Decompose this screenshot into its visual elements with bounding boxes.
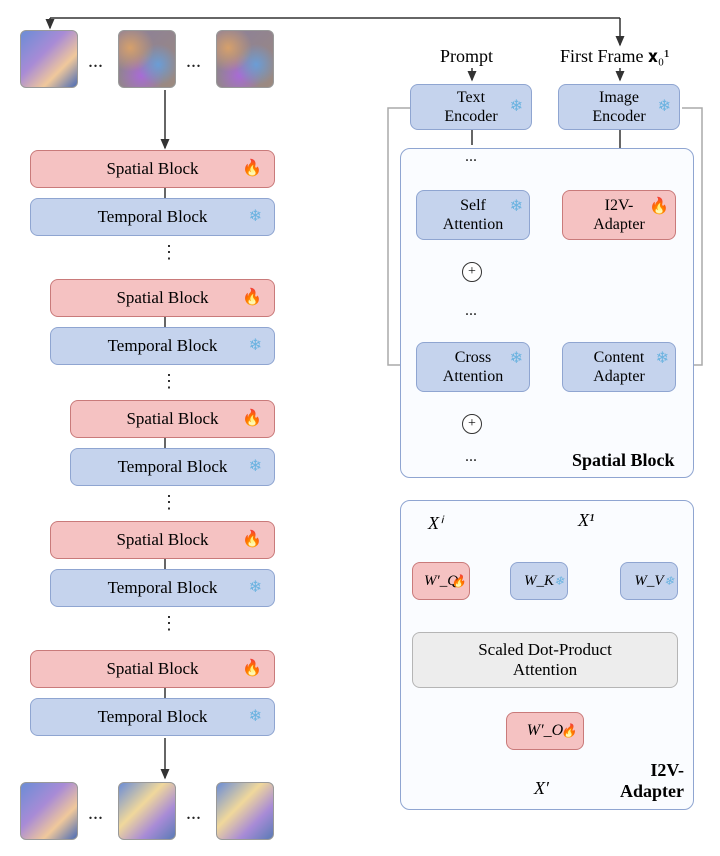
fire-icon: 🔥 [242, 409, 262, 428]
content-adapter: Content Adapter ❄ [562, 342, 676, 392]
fire-icon: 🔥 [242, 530, 262, 549]
fire-icon: 🔥 [242, 288, 262, 307]
temporal-block: Temporal Block ❄ [30, 698, 275, 736]
add-op: + [462, 262, 482, 282]
snowflake-icon: ❄ [249, 207, 262, 226]
input-frame-noisy-1 [118, 30, 176, 88]
spatial-block: Spatial Block 🔥 [50, 521, 275, 559]
x-out-label: X′ [534, 778, 549, 799]
output-frame-2 [118, 782, 176, 840]
fire-icon: 🔥 [242, 659, 262, 678]
wo-label: W′_O [527, 721, 563, 740]
text-encoder: Text Encoder ❄ [410, 84, 532, 130]
snowflake-icon: ❄ [249, 578, 262, 597]
wv-box: W_V ❄ [620, 562, 678, 600]
cross-attention-label: Cross Attention [443, 348, 503, 386]
image-encoder-label: Image Encoder [592, 88, 645, 126]
snowflake-icon: ❄ [249, 457, 262, 476]
block-label: Temporal Block [118, 457, 228, 477]
block-label: Temporal Block [108, 578, 218, 598]
wv-label: W_V [634, 572, 663, 590]
i2v-adapter-label: I2V- Adapter [593, 196, 645, 234]
block-label: Spatial Block [106, 159, 198, 179]
ellipsis: ... [465, 448, 477, 466]
output-frame-1 [20, 782, 78, 840]
ellipsis: ... [88, 50, 103, 73]
cross-attention: Cross Attention ❄ [416, 342, 530, 392]
vertical-ellipsis: ⋮ [160, 500, 178, 504]
add-op: + [462, 414, 482, 434]
self-attention: Self Attention ❄ [416, 190, 530, 240]
ellipsis: ... [186, 802, 201, 825]
temporal-block: Temporal Block ❄ [50, 569, 275, 607]
block-label: Spatial Block [126, 409, 218, 429]
text-encoder-label: Text Encoder [444, 88, 497, 126]
wk-box: W_K ❄ [510, 562, 568, 600]
block-label: Temporal Block [98, 707, 208, 727]
snowflake-icon: ❄ [658, 97, 671, 116]
spatial-block-title: Spatial Block [572, 450, 675, 471]
wq-box: W′_Q 🔥 [412, 562, 470, 600]
snowflake-icon: ❄ [664, 574, 674, 588]
snowflake-icon: ❄ [510, 197, 523, 216]
input-frame-noisy-2 [216, 30, 274, 88]
snowflake-icon: ❄ [656, 349, 669, 368]
fire-icon: 🔥 [451, 574, 466, 588]
i2v-adapter-box: I2V- Adapter 🔥 [562, 190, 676, 240]
spatial-block: Spatial Block 🔥 [50, 279, 275, 317]
wk-label: W_K [524, 572, 554, 590]
snowflake-icon: ❄ [510, 349, 523, 368]
output-frame-3 [216, 782, 274, 840]
sdpa-box: Scaled Dot-Product Attention [412, 632, 678, 688]
ellipsis: ... [88, 802, 103, 825]
fire-icon: 🔥 [561, 723, 577, 739]
vertical-ellipsis: ⋮ [160, 379, 178, 383]
image-encoder: Image Encoder ❄ [558, 84, 680, 130]
temporal-block: Temporal Block ❄ [70, 448, 275, 486]
fire-icon: 🔥 [649, 197, 669, 216]
vertical-ellipsis: ⋮ [160, 250, 178, 254]
input-frame-1 [20, 30, 78, 88]
vertical-ellipsis: ⋮ [160, 621, 178, 625]
snowflake-icon: ❄ [510, 97, 523, 116]
temporal-block: Temporal Block ❄ [30, 198, 275, 236]
self-attention-label: Self Attention [443, 196, 503, 234]
i2v-adapter-title: I2V- Adapter [620, 760, 684, 802]
first-frame-label: First Frame 𝐱₀¹ [560, 46, 670, 67]
block-label: Spatial Block [116, 530, 208, 550]
block-label: Temporal Block [98, 207, 208, 227]
ellipsis: ... [465, 302, 477, 320]
wo-box: W′_O 🔥 [506, 712, 584, 750]
spatial-block: Spatial Block 🔥 [30, 650, 275, 688]
snowflake-icon: ❄ [554, 574, 564, 588]
diagram-canvas: ... ... Spatial Block 🔥 Temporal Block ❄… [0, 0, 720, 856]
block-label: Spatial Block [116, 288, 208, 308]
prompt-label: Prompt [440, 46, 493, 67]
snowflake-icon: ❄ [249, 707, 262, 726]
content-adapter-label: Content Adapter [593, 348, 645, 386]
sdpa-label: Scaled Dot-Product Attention [478, 640, 612, 681]
block-label: Spatial Block [106, 659, 198, 679]
spatial-block: Spatial Block 🔥 [30, 150, 275, 188]
ellipsis: ... [465, 148, 477, 166]
snowflake-icon: ❄ [249, 336, 262, 355]
ellipsis: ... [186, 50, 201, 73]
temporal-block: Temporal Block ❄ [50, 327, 275, 365]
fire-icon: 🔥 [242, 159, 262, 178]
x-i-label: Xⁱ [428, 513, 442, 534]
spatial-block: Spatial Block 🔥 [70, 400, 275, 438]
block-label: Temporal Block [108, 336, 218, 356]
x-1-label: X¹ [578, 510, 594, 531]
